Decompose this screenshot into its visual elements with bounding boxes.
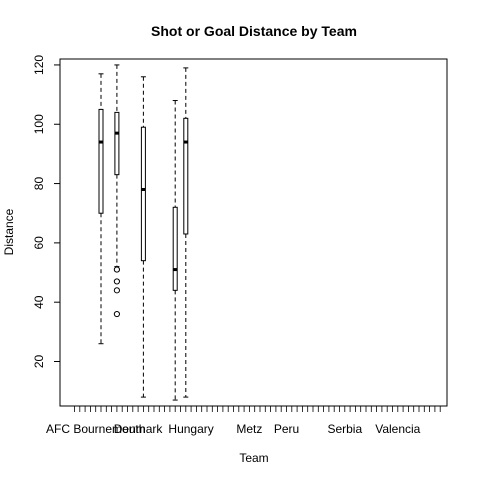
box [98,73,104,345]
box [140,76,146,398]
x-tick-label: Denmark [114,422,164,436]
x-tick-label: Serbia [327,422,362,436]
y-axis: 20 40 60 80 100 120 [32,55,61,369]
outlier-point [113,310,121,318]
box-body [172,206,178,291]
boxes [98,64,189,401]
y-tick-label: 80 [32,177,46,191]
outlier-point [113,278,121,285]
box-body [183,117,189,235]
box [172,100,178,401]
y-tick-label: 100 [32,114,46,134]
y-axis-title: Distance [2,208,16,255]
box-body [98,108,104,214]
x-tick-label: Valencia [375,422,420,436]
box [113,64,121,318]
y-tick-label: 40 [32,295,46,309]
box-body [140,126,146,262]
x-axis-title: Team [239,451,268,465]
x-tick-label: Peru [274,422,299,436]
x-tick-label: Hungary [168,422,213,436]
box [183,67,189,398]
outlier-point [113,266,121,273]
y-tick-label: 60 [32,236,46,250]
outlier-point [113,287,121,294]
chart-title: Shot or Goal Distance by Team [151,23,357,39]
y-tick-label: 20 [32,355,46,369]
plot-frame [59,58,448,407]
x-tick-label: Metz [236,422,262,436]
x-tick-label: AFC Bournemouth [46,422,145,436]
y-tick-label: 120 [32,55,46,75]
box-body [114,111,120,176]
